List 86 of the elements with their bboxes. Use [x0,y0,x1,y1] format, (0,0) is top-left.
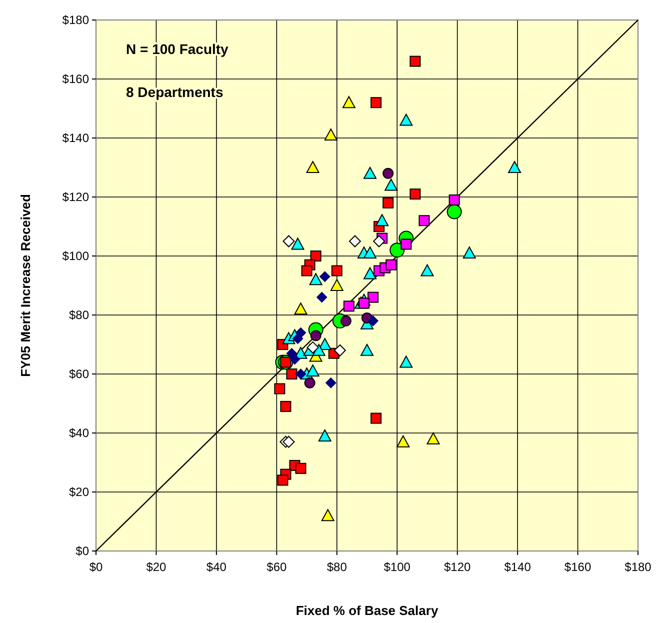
x-tick-label: $60 [266,560,287,574]
point [309,273,322,286]
point [304,377,316,388]
point [358,298,370,309]
point [400,114,413,126]
y-tick-label: $120 [62,190,90,204]
point [382,197,394,208]
y-tick-label: $160 [62,72,90,86]
x-tick-label: $40 [206,560,227,574]
point [446,204,462,220]
point [368,315,379,326]
point [410,56,421,67]
point [386,259,397,270]
point [420,264,434,276]
point [373,235,386,248]
x-tick-label: $160 [564,560,592,574]
x-tick-label: $180 [624,560,652,574]
point [316,292,328,303]
point [330,279,344,291]
point [306,341,319,354]
point [342,96,356,108]
point [291,238,304,250]
point [376,214,389,226]
point [364,246,377,259]
point [360,344,374,356]
x-tick-label: $120 [444,560,472,574]
point [318,429,332,442]
point [448,194,460,206]
point [301,265,312,276]
point [306,364,320,377]
point [370,97,382,108]
point [282,436,295,448]
y-axis-title: FY05 Merit Increase Received [18,194,33,377]
point [462,246,476,259]
point [286,368,298,380]
point [348,235,361,248]
point [319,271,330,282]
x-tick-label: $80 [326,560,348,574]
point [331,265,342,276]
point [400,238,412,250]
point [334,344,346,356]
point [382,168,394,179]
point [390,242,405,258]
x-tick-label: $20 [146,560,167,574]
point [370,412,382,424]
x-axis-title: Fixed % of Base Salary [296,603,439,618]
point [508,161,522,173]
point [294,302,308,315]
point [274,383,286,394]
point [277,474,288,486]
x-tick-label: $100 [384,560,411,574]
point [310,250,322,262]
point [282,235,295,248]
x-tick-label: $140 [504,560,532,574]
point [426,432,440,444]
point [343,300,354,312]
point [295,368,306,380]
point [292,333,304,344]
point [364,166,377,179]
point [295,462,306,474]
point [321,509,334,522]
point [318,338,332,350]
point [384,178,398,191]
point [310,330,322,342]
y-tick-label: $180 [62,13,90,27]
point [400,356,413,368]
y-tick-label: $0 [76,544,90,558]
point [324,128,338,141]
point [410,188,421,200]
point [286,348,298,359]
y-tick-label: $40 [68,426,90,440]
x-tick-label: $0 [89,560,103,574]
point [364,267,377,280]
point [340,315,352,326]
y-tick-label: $100 [62,249,90,263]
y-tick-label: $140 [62,131,90,145]
point [280,400,292,412]
y-tick-label: $60 [68,367,90,381]
point [418,215,430,226]
y-tick-label: $80 [68,308,90,322]
y-tick-label: $20 [68,485,90,499]
point [368,292,379,303]
point [312,344,326,356]
point [396,435,410,448]
point [306,161,320,173]
point [325,377,336,388]
